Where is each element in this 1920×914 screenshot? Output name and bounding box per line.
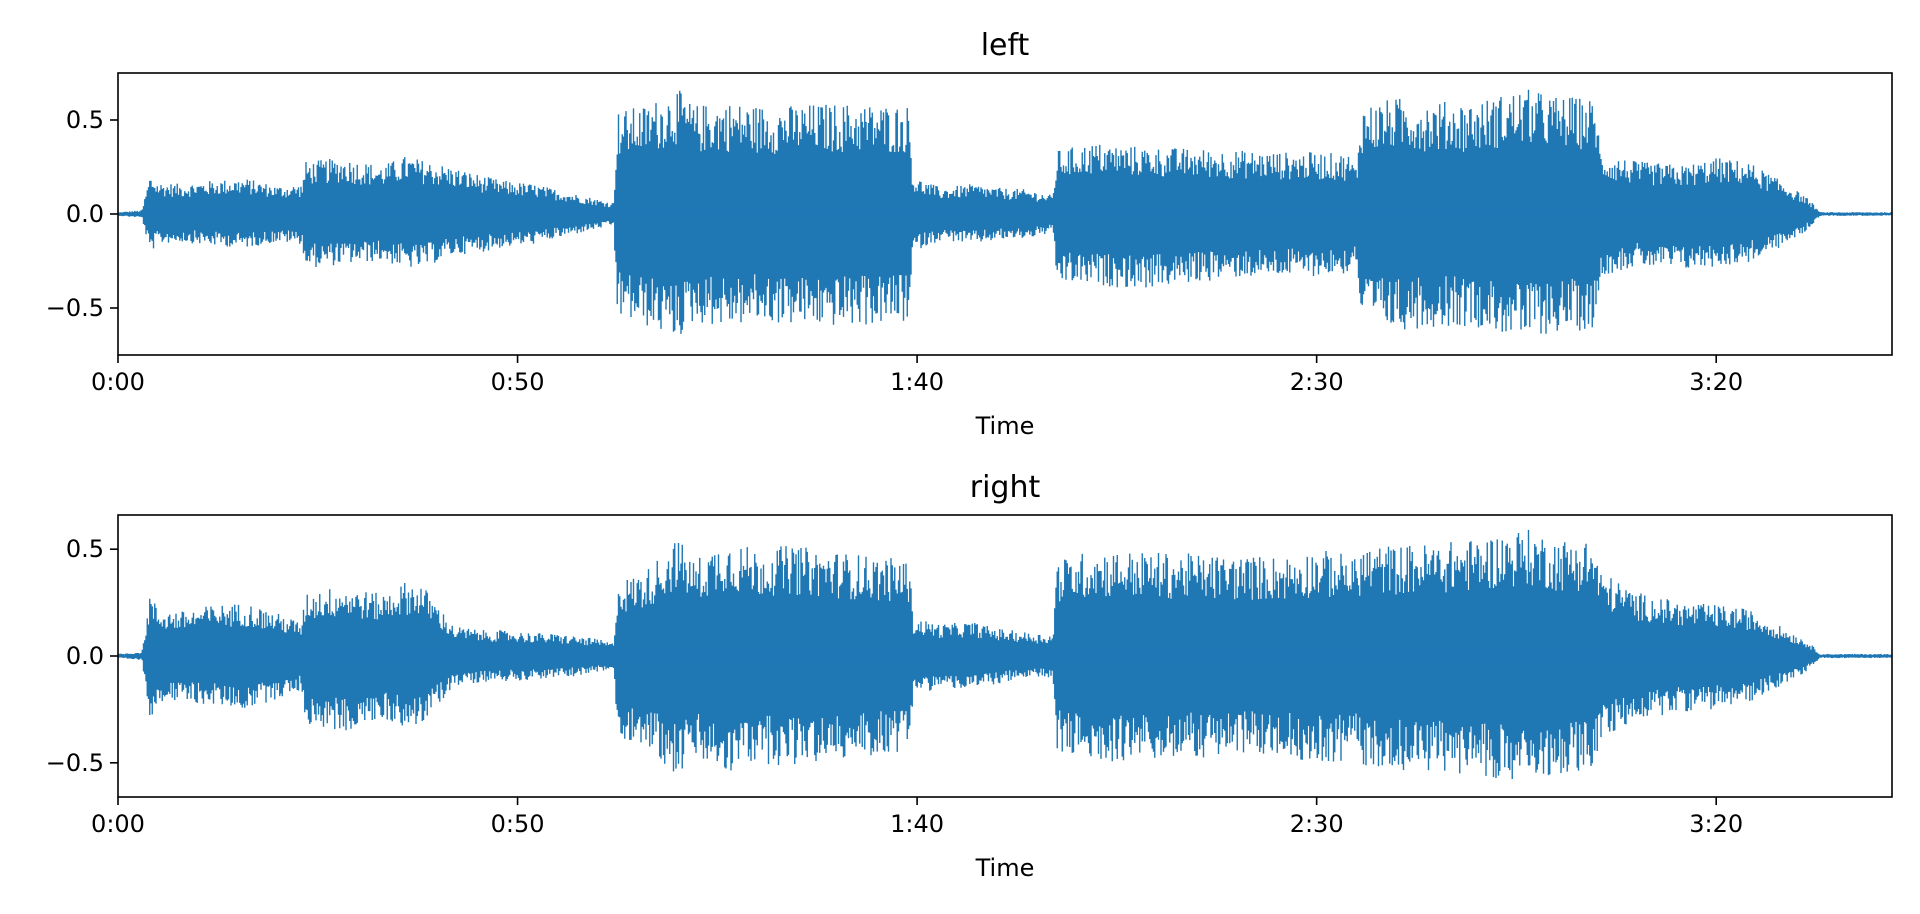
y-tick-label: 0.0 bbox=[66, 642, 104, 670]
chart-title: right bbox=[970, 470, 1041, 505]
x-tick-label: 1:40 bbox=[890, 368, 944, 396]
y-tick-label: 0.5 bbox=[66, 535, 104, 563]
x-tick-label: 2:30 bbox=[1290, 810, 1344, 838]
x-axis-label: Time bbox=[975, 854, 1035, 882]
x-tick-label: 1:40 bbox=[890, 810, 944, 838]
x-tick-label: 0:00 bbox=[91, 368, 145, 396]
waveform-panel-right: right 0:00 0:50 1:40 2:30 3:20 0.5 0.0 −0.5 Time bbox=[46, 470, 1893, 882]
x-tick-label: 2:30 bbox=[1290, 368, 1344, 396]
x-tick-label: 0:00 bbox=[91, 810, 145, 838]
y-tick-label: −0.5 bbox=[46, 294, 104, 322]
y-tick-label: 0.5 bbox=[66, 106, 104, 134]
y-tick-label: −0.5 bbox=[46, 749, 104, 777]
x-tick-label: 0:50 bbox=[491, 810, 545, 838]
x-tick-label: 3:20 bbox=[1689, 810, 1743, 838]
waveform-series bbox=[118, 89, 1892, 334]
x-tick-label: 3:20 bbox=[1689, 368, 1743, 396]
x-tick-label: 0:50 bbox=[491, 368, 545, 396]
x-axis-label: Time bbox=[975, 412, 1035, 440]
waveform-panel-left: left 0:00 0:50 1:40 2:30 3:20 0.5 0.0 −0.5 Time bbox=[46, 28, 1893, 440]
y-tick-label: 0.0 bbox=[66, 200, 104, 228]
waveform-series bbox=[118, 529, 1892, 779]
chart-title: left bbox=[981, 28, 1030, 63]
